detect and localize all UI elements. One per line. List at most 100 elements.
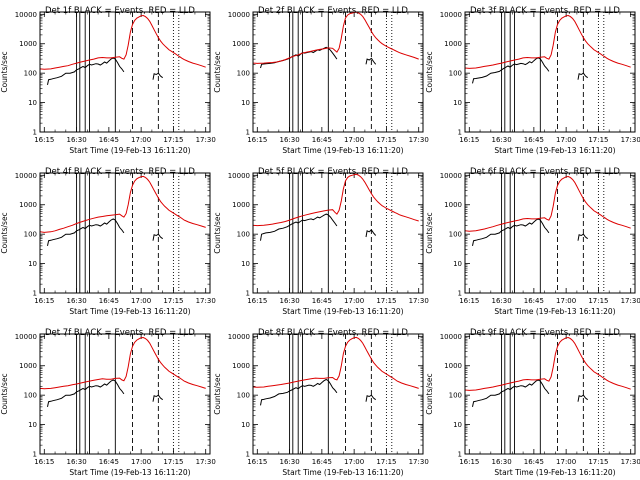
x-tick-label: 17:15 bbox=[376, 136, 396, 144]
x-tick-label: 17:00 bbox=[131, 458, 151, 466]
y-axis-label: Counts/sec bbox=[213, 212, 222, 253]
y-axis-label: Counts/sec bbox=[425, 51, 434, 92]
y-tick-label: 10 bbox=[453, 421, 462, 429]
x-tick-label: 16:30 bbox=[491, 297, 511, 305]
x-axis-label: Start Time (19-Feb-13 16:11:20) bbox=[494, 146, 615, 155]
y-tick-label: 1 bbox=[33, 290, 37, 298]
x-tick-label: 17:15 bbox=[163, 458, 183, 466]
y-tick-label: 10 bbox=[241, 421, 250, 429]
plot-area bbox=[465, 173, 631, 293]
y-axis-label: Counts/sec bbox=[213, 373, 222, 414]
lld-series-line bbox=[253, 12, 419, 64]
y-tick-label: 1000 bbox=[232, 40, 250, 48]
x-tick-label: 16:15 bbox=[34, 136, 54, 144]
panel-title: Det 2f BLACK = Events, RED = LLD bbox=[258, 6, 408, 16]
x-tick-label: 16:30 bbox=[66, 458, 86, 466]
events-series-line bbox=[365, 57, 377, 65]
events-series-line bbox=[577, 233, 589, 241]
x-tick-label: 16:45 bbox=[524, 458, 544, 466]
plot-frame bbox=[464, 11, 636, 133]
x-tick-label: 17:30 bbox=[621, 297, 640, 305]
x-tick-label: 17:00 bbox=[556, 297, 576, 305]
panel-title: Det 9f BLACK = Events, RED = LLD bbox=[470, 328, 620, 338]
x-axis-label: Start Time (19-Feb-13 16:11:20) bbox=[494, 468, 615, 477]
x-axis-label: Start Time (19-Feb-13 16:11:20) bbox=[69, 146, 190, 155]
y-tick-label: 10000 bbox=[228, 172, 250, 180]
x-tick-label: 16:30 bbox=[279, 458, 299, 466]
events-series-line bbox=[47, 218, 125, 247]
x-tick-label: 17:30 bbox=[196, 136, 216, 144]
x-tick-label: 16:45 bbox=[99, 458, 119, 466]
x-tick-label: 17:30 bbox=[409, 297, 429, 305]
lld-series-line bbox=[40, 336, 206, 390]
x-axis-label: Start Time (19-Feb-13 16:11:20) bbox=[494, 307, 615, 316]
panel-det-4: Det 4f BLACK = Events, RED = LLD Counts/s… bbox=[0, 167, 216, 316]
plot-area bbox=[465, 334, 631, 454]
x-tick-label: 17:15 bbox=[376, 458, 396, 466]
y-tick-label: 1 bbox=[33, 129, 37, 137]
y-tick-label: 100 bbox=[449, 70, 462, 78]
panel-title: Det 4f BLACK = Events, RED = LLD bbox=[45, 167, 195, 177]
x-tick-label: 16:45 bbox=[524, 136, 544, 144]
x-tick-label: 17:15 bbox=[588, 458, 608, 466]
lld-series-line bbox=[465, 14, 631, 69]
x-tick-label: 16:15 bbox=[247, 136, 267, 144]
y-tick-label: 100 bbox=[24, 70, 37, 78]
events-series-line bbox=[152, 233, 164, 241]
panel-det-3: Det 3f BLACK = Events, RED = LLD Counts/s… bbox=[425, 6, 640, 155]
y-axis-label: Counts/sec bbox=[425, 373, 434, 414]
y-tick-label: 1 bbox=[246, 290, 250, 298]
events-series-line bbox=[152, 72, 164, 80]
y-tick-label: 10000 bbox=[228, 333, 250, 341]
y-tick-label: 1000 bbox=[444, 201, 462, 209]
x-tick-label: 17:15 bbox=[163, 136, 183, 144]
x-tick-label: 17:30 bbox=[409, 458, 429, 466]
x-tick-label: 17:00 bbox=[344, 136, 364, 144]
panel-det-7: Det 7f BLACK = Events, RED = LLD Counts/s… bbox=[0, 328, 216, 477]
x-tick-label: 17:00 bbox=[556, 458, 576, 466]
panel-title: Det 5f BLACK = Events, RED = LLD bbox=[258, 167, 408, 177]
y-tick-label: 10 bbox=[453, 260, 462, 268]
plot-area bbox=[40, 12, 206, 132]
lld-series-line bbox=[253, 173, 419, 227]
events-series-line bbox=[472, 218, 550, 247]
panel-title: Det 1f BLACK = Events, RED = LLD bbox=[45, 6, 195, 16]
x-axis-label: Start Time (19-Feb-13 16:11:20) bbox=[282, 146, 403, 155]
panel-det-5: Det 5f BLACK = Events, RED = LLD Counts/s… bbox=[213, 167, 429, 316]
y-tick-label: 1000 bbox=[19, 362, 37, 370]
events-series-line bbox=[47, 57, 125, 86]
x-tick-label: 16:30 bbox=[279, 136, 299, 144]
x-tick-label: 16:45 bbox=[312, 458, 332, 466]
panel-title: Det 7f BLACK = Events, RED = LLD bbox=[45, 328, 195, 338]
events-series-line bbox=[47, 379, 125, 408]
y-tick-label: 10000 bbox=[440, 333, 462, 341]
y-tick-label: 100 bbox=[24, 231, 37, 239]
y-tick-label: 1 bbox=[458, 451, 462, 459]
panel-det-8: Det 8f BLACK = Events, RED = LLD Counts/s… bbox=[213, 328, 429, 477]
y-tick-label: 10 bbox=[28, 99, 37, 107]
panel-det-2: Det 2f BLACK = Events, RED = LLD Counts/s… bbox=[213, 6, 429, 155]
plot-frame bbox=[39, 11, 211, 133]
lld-series-line bbox=[253, 336, 419, 389]
x-tick-label: 16:15 bbox=[34, 458, 54, 466]
plot-area bbox=[40, 334, 206, 454]
x-tick-label: 16:30 bbox=[491, 458, 511, 466]
x-tick-label: 16:45 bbox=[99, 297, 119, 305]
y-tick-label: 100 bbox=[449, 392, 462, 400]
x-tick-label: 16:15 bbox=[34, 297, 54, 305]
y-tick-label: 10 bbox=[241, 99, 250, 107]
x-axis-label: Start Time (19-Feb-13 16:11:20) bbox=[282, 468, 403, 477]
events-series-line bbox=[577, 394, 589, 402]
x-tick-label: 17:00 bbox=[344, 458, 364, 466]
x-tick-label: 17:30 bbox=[621, 458, 640, 466]
y-tick-label: 100 bbox=[237, 231, 250, 239]
y-tick-label: 1000 bbox=[19, 40, 37, 48]
y-axis-label: Counts/sec bbox=[0, 51, 9, 92]
plot-frame bbox=[464, 172, 636, 294]
x-tick-label: 16:30 bbox=[279, 297, 299, 305]
plot-frame bbox=[252, 11, 424, 133]
y-tick-label: 100 bbox=[449, 231, 462, 239]
x-tick-label: 17:15 bbox=[163, 297, 183, 305]
x-tick-label: 17:30 bbox=[409, 136, 429, 144]
